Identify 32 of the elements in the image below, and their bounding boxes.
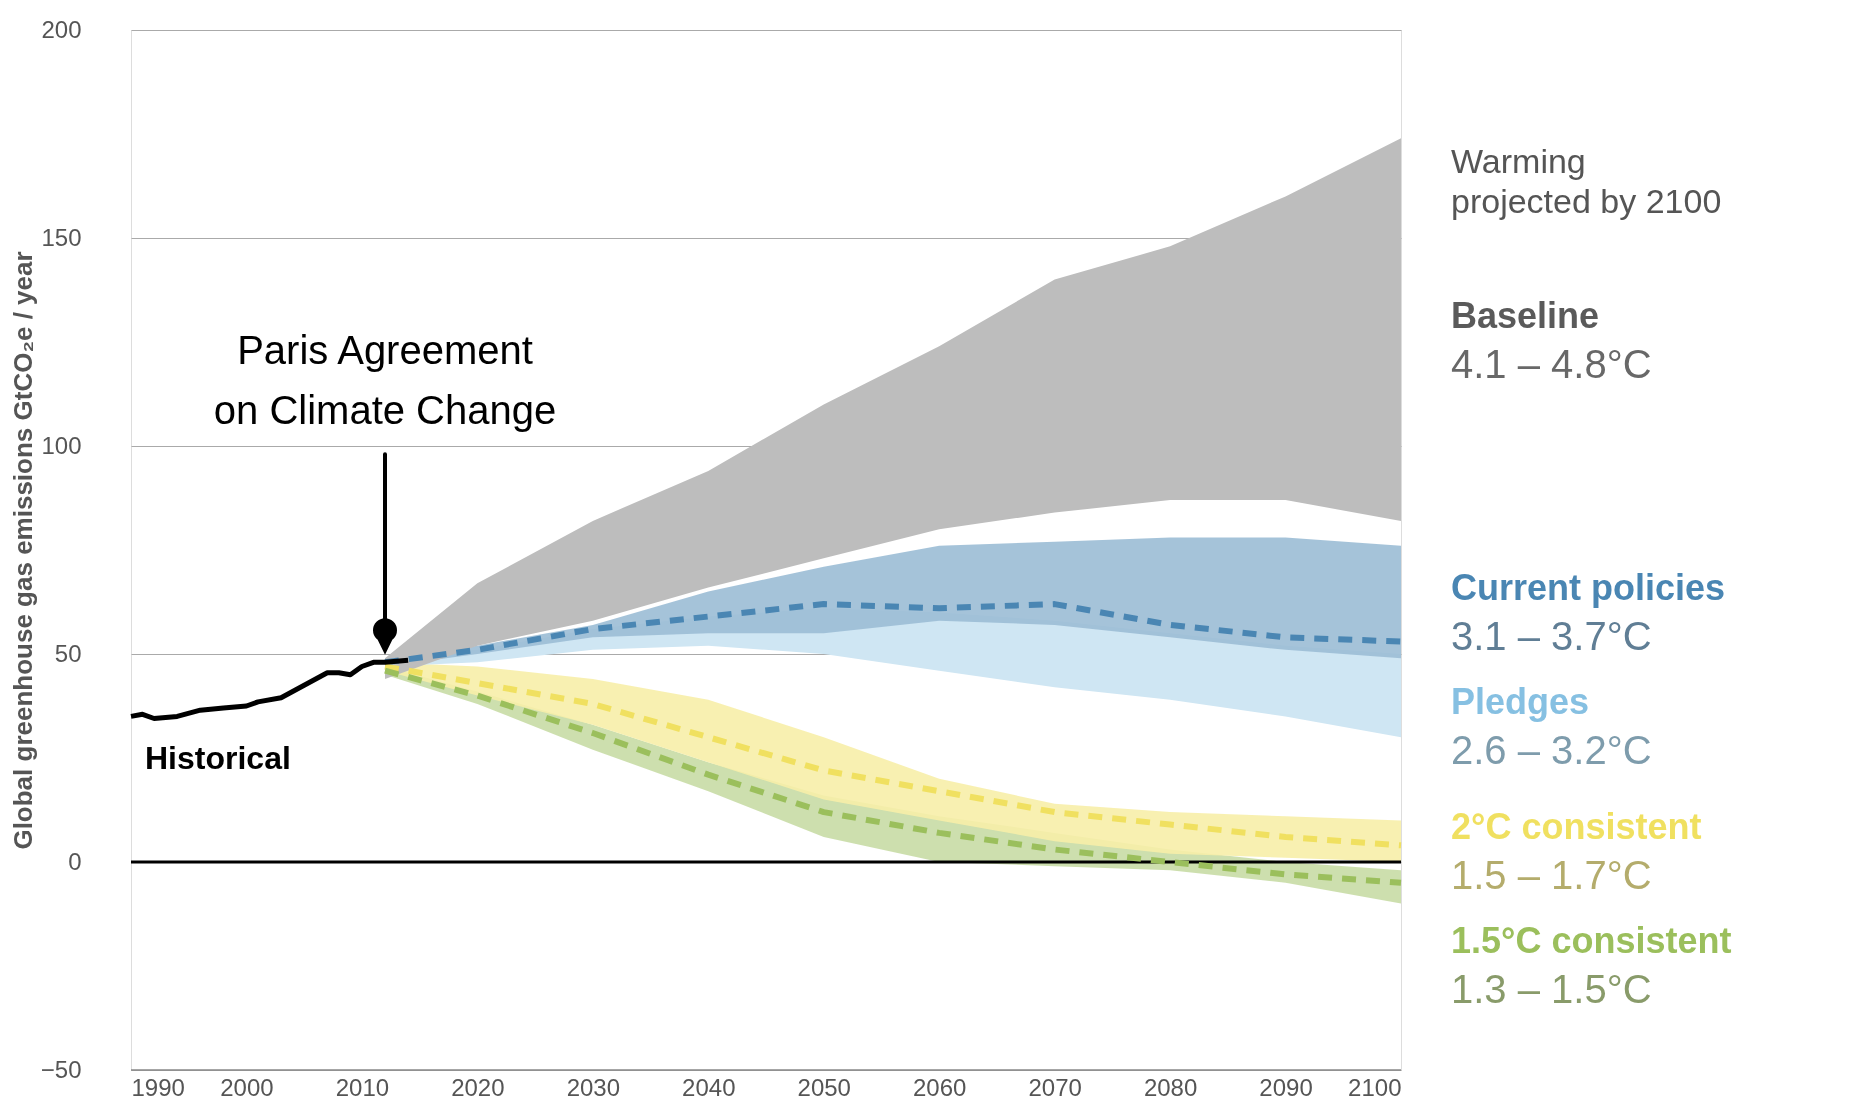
x-tick-label: 2090 [1259, 1073, 1313, 1101]
y-tick-label: 200 [41, 15, 82, 43]
x-tick-label: 1990 [131, 1073, 185, 1101]
y-tick-label: −50 [40, 1055, 82, 1083]
x-tick-label: 2100 [1348, 1073, 1402, 1101]
text: 1.3 – 1.5°C [1451, 967, 1652, 1012]
y-axis-title: Global greenhouse gas emissions GtCO₂e / year [7, 251, 38, 850]
text: Warming projected by 2100 [1451, 142, 1722, 221]
x-tick-label: 2080 [1143, 1073, 1198, 1101]
x-tick-label: 2030 [566, 1073, 621, 1101]
text: 1.5 – 1.7°C [1451, 853, 1652, 898]
annotation: Paris Agreement on Climate Change [213, 328, 557, 433]
x-tick-label: 2070 [1028, 1073, 1082, 1101]
text: 3.1 – 3.7°C [1451, 614, 1652, 658]
y-tick-label: 50 [54, 639, 82, 667]
y-tick-label: 150 [41, 223, 82, 251]
legend-label: Pledges [1451, 681, 1590, 722]
series-label: Current policies [1451, 567, 1726, 608]
x-tick-label: 2010 [335, 1073, 390, 1101]
y-tick-label: 0 [68, 847, 82, 875]
text: 2.6 – 3.2°C [1451, 728, 1652, 772]
y-tick-label: 100 [41, 431, 82, 459]
legend-label: Baseline [1451, 294, 1600, 336]
series-label: 2°C consistent [1451, 806, 1702, 848]
series-label: 1.5°C consistent [1451, 920, 1732, 962]
text: 4.1 – 4.8°C [1451, 341, 1652, 386]
x-tick-label: 2060 [912, 1073, 967, 1101]
series-label: Historical [145, 740, 291, 777]
x-tick-label: 2020 [451, 1073, 505, 1101]
x-tick-label: 2000 [220, 1073, 274, 1101]
x-tick-label: 2040 [682, 1073, 736, 1101]
x-tick-label: 2050 [797, 1073, 851, 1101]
